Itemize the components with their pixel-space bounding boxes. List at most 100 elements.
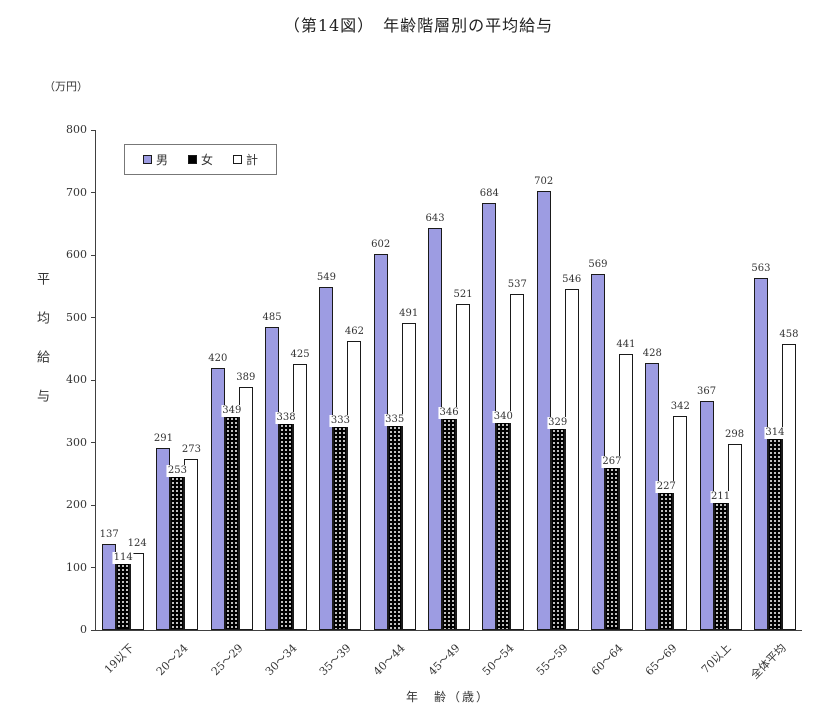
bar-slot-male: 428 [643,130,662,630]
bar-value-label: 335 [384,413,406,426]
bar-total [130,552,145,630]
legend-item-total: 計 [233,151,258,168]
bar-value-label: 124 [127,537,147,549]
bar-value-label: 346 [438,406,460,419]
bar-value-label: 420 [208,352,228,364]
y-axis-title: 平均給与 [34,272,49,428]
bar-group: 563 314 458 [748,130,802,630]
bar-value-label: 684 [479,187,499,199]
bar-slot-female: 346 [438,130,460,630]
bar-total [238,386,253,630]
bar-slot-male: 563 [751,130,770,630]
bar-slot-male: 602 [371,130,390,630]
bar-value-label: 253 [166,464,189,477]
bar-slot-total: 546 [562,130,581,630]
bar-value-label: 441 [616,339,636,351]
bar-female [550,424,565,630]
bar-value-label: 458 [779,328,799,340]
bar-male [156,448,171,630]
bar-value-label: 291 [153,433,174,445]
bar-male [699,400,714,630]
bar-slot-total: 462 [345,130,364,630]
bar-group: 602 335 491 [368,130,422,630]
bar-slot-female: 338 [275,130,297,630]
bar-value-label: 389 [236,371,256,383]
bar-total [184,459,199,630]
bar-female [333,421,348,630]
y-tick-label: 0 [80,623,87,636]
y-tick-mark [91,567,96,568]
x-tick-label: 30〜34 [262,641,300,679]
y-tick-label: 600 [66,248,87,261]
bar-total [456,304,471,630]
bar-total [293,364,308,630]
bar-slot-male: 367 [697,130,717,630]
bar-value-label: 485 [262,311,282,323]
x-tick-label: 20〜24 [154,641,191,679]
plot-area: 男 女 計 137 114 124 291 253 273 420 349 389 485 338 425… [66,123,802,682]
bar-slot-male: 291 [153,130,174,630]
bar-slot-female: 335 [384,130,406,630]
bar-female [170,471,185,630]
legend-label-total: 計 [246,153,259,167]
bar-value-label: 349 [221,404,243,417]
bar-total [347,341,362,630]
y-tick-label: 800 [66,123,87,136]
bar-group: 291 253 273 [150,130,204,630]
bar-group: 702 329 546 [531,130,585,630]
y-tick-label: 200 [66,498,87,511]
y-tick-label: 500 [66,310,87,324]
bar-value-label: 114 [112,551,134,564]
bar-value-label: 342 [670,401,690,413]
bar-slot-total: 425 [291,130,310,630]
x-tick-label: 19以下 [101,641,137,677]
bar-group: 420 349 389 [205,130,259,630]
bar-group: 428 227 342 [639,130,693,630]
bar-slot-total: 537 [508,130,527,630]
bar-value-label: 521 [453,289,473,301]
bar-female [604,463,619,630]
y-tick-mark [91,192,96,193]
y-tick-mark [91,629,96,631]
bar-value-label: 267 [601,456,623,469]
bar-total [727,443,742,630]
bar-value-label: 137 [99,529,119,541]
bar-value-label: 491 [399,308,419,320]
bar-slot-total: 124 [127,130,147,630]
bar-slot-female: 253 [166,130,189,630]
x-tick-label: 55〜59 [534,641,571,679]
x-tick-label: 25〜29 [208,641,246,679]
x-tick-label: 45〜49 [425,641,463,679]
x-tick-label: 全体平均 [747,641,789,682]
bar-male [590,274,605,630]
bar-total [510,294,525,630]
y-tick-mark [91,254,96,256]
x-tick-label: 65〜69 [642,641,680,679]
bar-male [265,326,280,630]
bar-slot-total: 389 [236,130,256,630]
bar-value-label: 367 [697,385,717,397]
bar-value-label: 549 [316,271,336,283]
legend-swatch-female [188,155,198,164]
bar-group: 684 340 537 [476,130,530,630]
x-axis-title: 年 齢（歳） [405,690,490,704]
bar-slot-female: 267 [601,130,623,630]
bar-value-label: 211 [710,491,732,504]
bar-male [645,362,660,630]
bar-total [401,323,416,630]
bar-group: 569 267 441 [585,130,639,630]
bar-value-label: 227 [655,481,677,494]
bar-female [713,498,728,630]
bar-slot-male: 702 [534,130,553,630]
x-tick-label: 60〜64 [588,641,626,679]
bar-slot-total: 458 [779,130,799,630]
x-tick-cell: 55〜59 [531,630,585,684]
bar-female [496,417,511,630]
bar-slot-total: 342 [670,130,690,630]
x-tick-cell: 70以上 [693,630,747,684]
bar-slot-female: 114 [112,130,134,630]
bar-slot-male: 485 [262,130,282,630]
legend-swatch-male [143,155,152,164]
chart-title: （第14図） 年齢階層別の平均給与 [283,16,554,35]
bar-female [387,420,402,630]
